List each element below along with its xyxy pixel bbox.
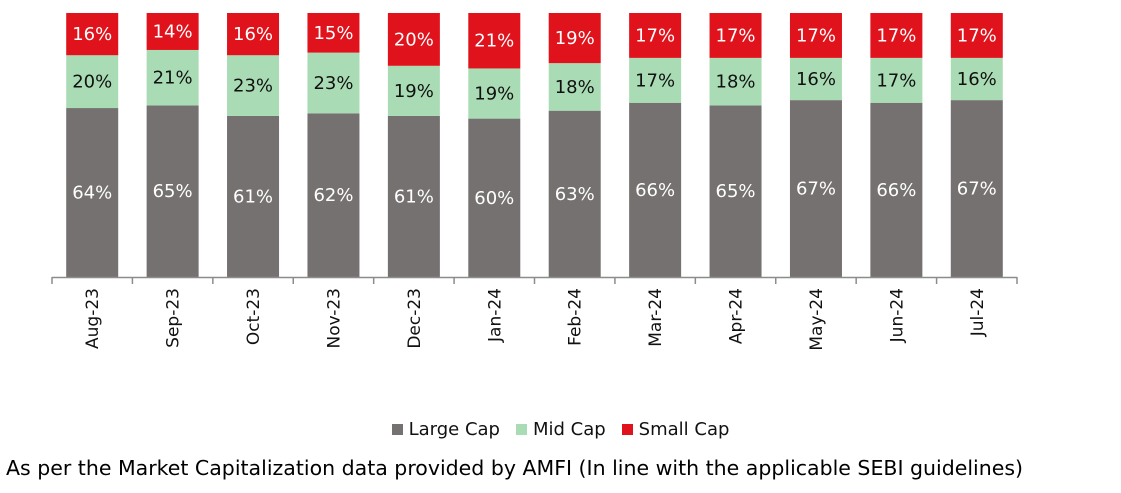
- bar-mid-cap-sep-23: [146, 49, 199, 106]
- footnote: As per the Market Capitalization data pr…: [6, 456, 1024, 480]
- data-label-mid-cap-jul-24: 16%: [957, 69, 997, 90]
- bar-large-cap-jan-24: [468, 118, 521, 277]
- x-tick-label-feb-24: Feb-24: [566, 288, 586, 346]
- legend-item-large-cap: Large Cap: [391, 418, 500, 440]
- data-label-small-cap-mar-24: 17%: [635, 25, 675, 46]
- data-label-large-cap-dec-23: 61%: [394, 186, 434, 207]
- data-label-mid-cap-sep-23: 21%: [153, 68, 193, 89]
- bar-mid-cap-oct-23: [227, 55, 280, 116]
- data-label-mid-cap-dec-23: 19%: [394, 81, 434, 102]
- bar-mid-cap-jan-24: [468, 68, 521, 119]
- data-label-small-cap-apr-24: 17%: [716, 25, 756, 46]
- bar-large-cap-may-24: [789, 100, 842, 278]
- data-label-small-cap-sep-23: 14%: [153, 21, 193, 42]
- bar-small-cap-oct-23: [227, 13, 280, 56]
- bar-large-cap-sep-23: [146, 105, 199, 278]
- bar-mid-cap-feb-24: [548, 63, 601, 111]
- data-label-small-cap-jun-24: 17%: [876, 25, 916, 46]
- bar-small-cap-nov-23: [307, 13, 360, 53]
- x-tick-labels: Aug-23 Sep-23 Oct-23 Nov-23 Dec-23 Jan-24 Feb-…: [83, 288, 988, 351]
- data-label-large-cap-apr-24: 65%: [716, 181, 756, 202]
- data-label-mid-cap-mar-24: 17%: [635, 70, 675, 91]
- bar-mid-cap-nov-23: [307, 52, 360, 114]
- data-label-large-cap-jun-24: 66%: [876, 180, 916, 201]
- data-label-mid-cap-oct-23: 23%: [233, 76, 273, 97]
- bar-mid-cap-jul-24: [950, 57, 1003, 101]
- data-label-large-cap-oct-23: 61%: [233, 186, 273, 207]
- bar-large-cap-jul-24: [950, 100, 1003, 278]
- data-label-small-cap-jan-24: 21%: [474, 31, 514, 52]
- data-label-large-cap-sep-23: 65%: [153, 181, 193, 202]
- x-axis: [51, 276, 1018, 284]
- data-label-mid-cap-aug-23: 20%: [72, 72, 112, 93]
- x-tick-label-jun-24: Jun-24: [887, 288, 907, 343]
- bar-mid-cap-may-24: [789, 57, 842, 101]
- x-tick-label-oct-23: Oct-23: [244, 288, 264, 345]
- legend-swatch-small-cap: [621, 423, 633, 435]
- bar-mid-cap-aug-23: [66, 55, 119, 109]
- bar-mid-cap-mar-24: [629, 57, 682, 103]
- bar-small-cap-may-24: [789, 13, 842, 58]
- bar-large-cap-apr-24: [709, 105, 762, 278]
- data-label-mid-cap-may-24: 16%: [796, 69, 836, 90]
- bar-large-cap-dec-23: [387, 115, 440, 278]
- data-label-large-cap-may-24: 67%: [796, 179, 836, 200]
- legend: Large Cap Mid Cap Small Cap: [0, 416, 1121, 442]
- data-label-small-cap-dec-23: 20%: [394, 29, 434, 50]
- x-tick-label-sep-23: Sep-23: [164, 288, 184, 348]
- bar-large-cap-mar-24: [629, 102, 682, 277]
- bar-small-cap-jun-24: [870, 13, 923, 58]
- legend-label-large-cap: Large Cap: [408, 418, 500, 440]
- legend-swatch-large-cap: [391, 423, 403, 435]
- x-tick-label-mar-24: Mar-24: [646, 288, 666, 347]
- bar-mid-cap-jun-24: [870, 57, 923, 103]
- data-label-large-cap-jul-24: 67%: [957, 179, 997, 200]
- legend-item-mid-cap: Mid Cap: [515, 418, 606, 440]
- x-tick-label-jul-24: Jul-24: [968, 288, 988, 337]
- bar-large-cap-oct-23: [227, 115, 280, 278]
- bar-mid-cap-dec-23: [387, 65, 440, 116]
- bar-small-cap-sep-23: [146, 13, 199, 50]
- bar-small-cap-dec-23: [387, 13, 440, 66]
- data-label-small-cap-jul-24: 17%: [957, 25, 997, 46]
- bars-group: 64% 20% 16% 65% 21% 14% 61% 23% 16% 62% 23% 15% 61% 1…: [66, 13, 1003, 278]
- bar-large-cap-nov-23: [307, 113, 360, 277]
- x-tick-label-jan-24: Jan-24: [485, 288, 505, 343]
- bar-small-cap-mar-24: [629, 13, 682, 58]
- data-label-small-cap-aug-23: 16%: [72, 24, 112, 45]
- x-tick-label-aug-23: Aug-23: [83, 288, 103, 349]
- data-label-mid-cap-jan-24: 19%: [474, 84, 514, 105]
- data-label-large-cap-aug-23: 64%: [72, 183, 112, 204]
- legend-label-mid-cap: Mid Cap: [532, 418, 606, 440]
- data-label-mid-cap-jun-24: 17%: [876, 70, 916, 91]
- bar-mid-cap-apr-24: [709, 57, 762, 106]
- legend-item-small-cap: Small Cap: [621, 418, 730, 440]
- data-label-mid-cap-apr-24: 18%: [716, 72, 756, 93]
- bar-small-cap-apr-24: [709, 13, 762, 58]
- data-label-mid-cap-feb-24: 18%: [555, 77, 595, 98]
- bar-large-cap-feb-24: [548, 110, 601, 278]
- x-tick-label-dec-23: Dec-23: [405, 288, 425, 349]
- x-tick-label-may-24: May-24: [807, 288, 827, 351]
- bar-large-cap-aug-23: [66, 108, 119, 277]
- bar-large-cap-jun-24: [870, 102, 923, 277]
- bar-small-cap-jan-24: [468, 13, 521, 69]
- bar-small-cap-aug-23: [66, 13, 119, 56]
- data-label-small-cap-may-24: 17%: [796, 25, 836, 46]
- data-label-small-cap-feb-24: 19%: [555, 28, 595, 49]
- data-label-small-cap-nov-23: 15%: [313, 23, 353, 44]
- data-label-large-cap-nov-23: 62%: [313, 185, 353, 206]
- bar-small-cap-jul-24: [950, 13, 1003, 58]
- bar-small-cap-feb-24: [548, 13, 601, 64]
- x-tick-label-nov-23: Nov-23: [324, 288, 344, 349]
- stacked-bar-chart: 64% 20% 16% 65% 21% 14% 61% 23% 16% 62% 23% 15% 61% 1…: [51, 13, 1018, 351]
- data-label-mid-cap-nov-23: 23%: [313, 73, 353, 94]
- legend-label-small-cap: Small Cap: [638, 418, 730, 440]
- legend-swatch-mid-cap: [515, 423, 527, 435]
- data-label-large-cap-feb-24: 63%: [555, 184, 595, 205]
- data-label-small-cap-oct-23: 16%: [233, 24, 273, 45]
- data-label-large-cap-mar-24: 66%: [635, 180, 675, 201]
- x-tick-label-apr-24: Apr-24: [727, 288, 747, 344]
- data-label-large-cap-jan-24: 60%: [474, 188, 514, 209]
